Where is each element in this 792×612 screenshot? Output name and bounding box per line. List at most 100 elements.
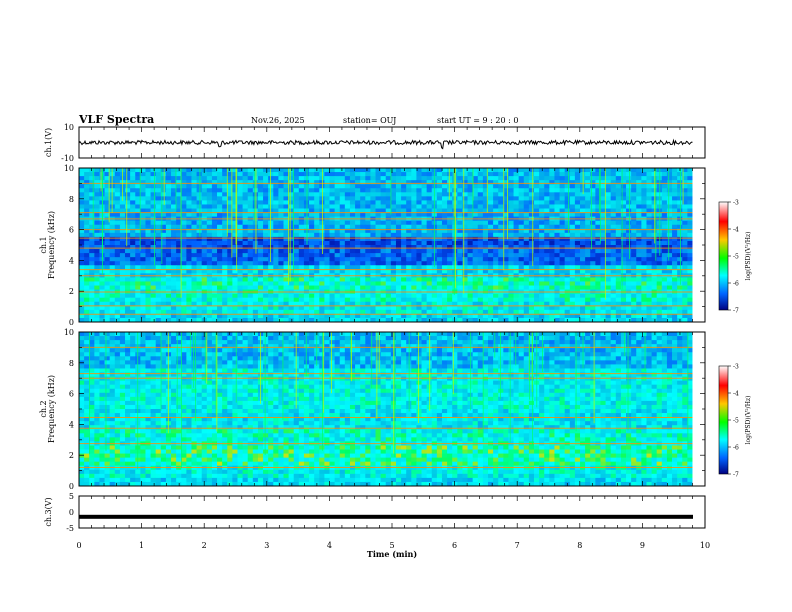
spectrogram-cell: [125, 332, 131, 337]
spectrogram-cell: [498, 277, 504, 282]
spectrogram-cell: [401, 188, 407, 193]
spectrogram-cell: [467, 236, 474, 242]
spectrogram-cell: [666, 224, 673, 230]
spectrogram-cell: [477, 305, 484, 311]
spectrogram-cell: [467, 265, 474, 270]
spectrogram-cell: [523, 200, 530, 205]
spectrogram-cell: [360, 212, 366, 218]
spectrogram-cell: [79, 184, 85, 189]
spectrogram-cell: [610, 257, 617, 262]
spectrogram-cell: [385, 249, 392, 254]
spectrogram-cell: [232, 192, 238, 197]
spectrogram-cell: [559, 228, 566, 234]
spectrogram-cell: [477, 232, 484, 238]
spectrogram-cell: [421, 285, 428, 290]
spectrogram-cell: [462, 168, 468, 173]
spectrogram-cell: [636, 204, 642, 209]
spectrogram-cell: [339, 236, 346, 242]
spectrogram-cell: [273, 224, 279, 230]
spectrogram-cell: [150, 184, 157, 189]
spectrogram-cell: [104, 212, 111, 218]
spectrogram-cell: [298, 253, 305, 258]
spectrogram-cell: [94, 172, 100, 177]
spectrogram-cell: [487, 236, 494, 242]
spectrogram-cell: [165, 240, 172, 246]
spectrogram-cell: [140, 245, 146, 250]
spectrogram-cell: [636, 281, 642, 286]
spectrogram-cell: [426, 305, 433, 311]
spectrogram-cell: [482, 293, 489, 299]
spectrogram-cell: [610, 269, 617, 274]
spectrogram-cell: [201, 200, 208, 205]
spectrogram-cell: [278, 176, 284, 181]
spectrogram-cell: [119, 228, 126, 234]
spectrogram-cell: [176, 184, 182, 189]
spectrogram-cell: [462, 257, 468, 262]
spectrogram-cell: [687, 172, 693, 177]
spectrogram-cell: [160, 180, 167, 185]
spectrogram-cell: [585, 192, 591, 197]
spectrogram-cell: [252, 180, 259, 185]
spectrogram-cell: [462, 208, 468, 213]
spectrogram-cell: [457, 180, 463, 185]
spectrogram-cell: [477, 309, 484, 315]
spectrogram-cell: [554, 172, 560, 177]
spectrogram-cell: [513, 277, 520, 282]
spectrogram-cell: [84, 236, 90, 242]
spectrogram-cell: [360, 232, 366, 238]
spectrogram-cell: [370, 257, 376, 262]
spectrogram-cell: [472, 184, 479, 189]
spectrogram-cell: [288, 200, 295, 205]
spectrogram-cell: [109, 232, 116, 238]
spectrogram-cell: [590, 281, 596, 286]
spectrogram-cell: [79, 240, 85, 246]
spectrogram-cell: [631, 332, 637, 337]
spectrogram-cell: [196, 297, 203, 303]
spectrogram-cell: [595, 204, 601, 209]
spectrogram-cell: [222, 261, 228, 266]
spectrogram-cell: [620, 224, 627, 230]
spectrogram-cell: [247, 208, 254, 213]
spectrogram-cell: [319, 265, 325, 270]
spectrogram-cell: [554, 200, 560, 205]
spectrogram-cell: [503, 249, 509, 254]
spectrogram-cell: [564, 188, 571, 193]
spectrogram-cell: [94, 168, 100, 173]
spectrogram-cell: [503, 277, 509, 282]
spectrogram-cell: [247, 196, 254, 201]
spectrogram-cell: [355, 196, 361, 201]
spectrogram-cell: [309, 257, 315, 262]
spectrogram-cell: [636, 188, 642, 193]
spectrogram-cell: [534, 317, 540, 323]
spectrogram-cell: [293, 228, 300, 234]
spectrogram-cell: [656, 285, 663, 290]
spectrogram-cell: [585, 281, 591, 286]
spectrogram-cell: [615, 172, 622, 177]
spectrogram-cell: [283, 196, 289, 201]
spectrogram-cell: [237, 249, 243, 254]
spectrogram-cell: [283, 176, 289, 181]
spectrogram-cell: [273, 184, 279, 189]
spectrogram-cell: [687, 204, 693, 209]
spectrogram-cell: [467, 184, 474, 189]
spectrogram-cell: [130, 228, 136, 234]
spectrogram-cell: [498, 220, 504, 226]
spectrogram-cell: [620, 228, 627, 234]
spectrogram-cell: [646, 317, 652, 323]
spectrogram-cell: [411, 236, 417, 242]
spectrogram-cell: [600, 261, 606, 266]
spectrogram-cell: [385, 253, 392, 258]
spectrogram-cell: [263, 200, 269, 205]
spectrogram-cell: [528, 188, 535, 193]
spectrogram-cell: [385, 176, 392, 181]
spectrogram-cell: [84, 265, 90, 270]
spectrogram-cell: [232, 172, 238, 177]
spectrogram-cell: [314, 277, 320, 282]
spectrogram-cell: [257, 253, 264, 258]
spectrogram-cell: [155, 332, 162, 337]
spectrogram-cell: [349, 180, 356, 185]
spectrogram-cell: [421, 249, 428, 254]
spectrogram-cell: [636, 172, 642, 177]
spectrogram-cell: [462, 309, 468, 315]
spectrogram-cell: [89, 168, 95, 173]
